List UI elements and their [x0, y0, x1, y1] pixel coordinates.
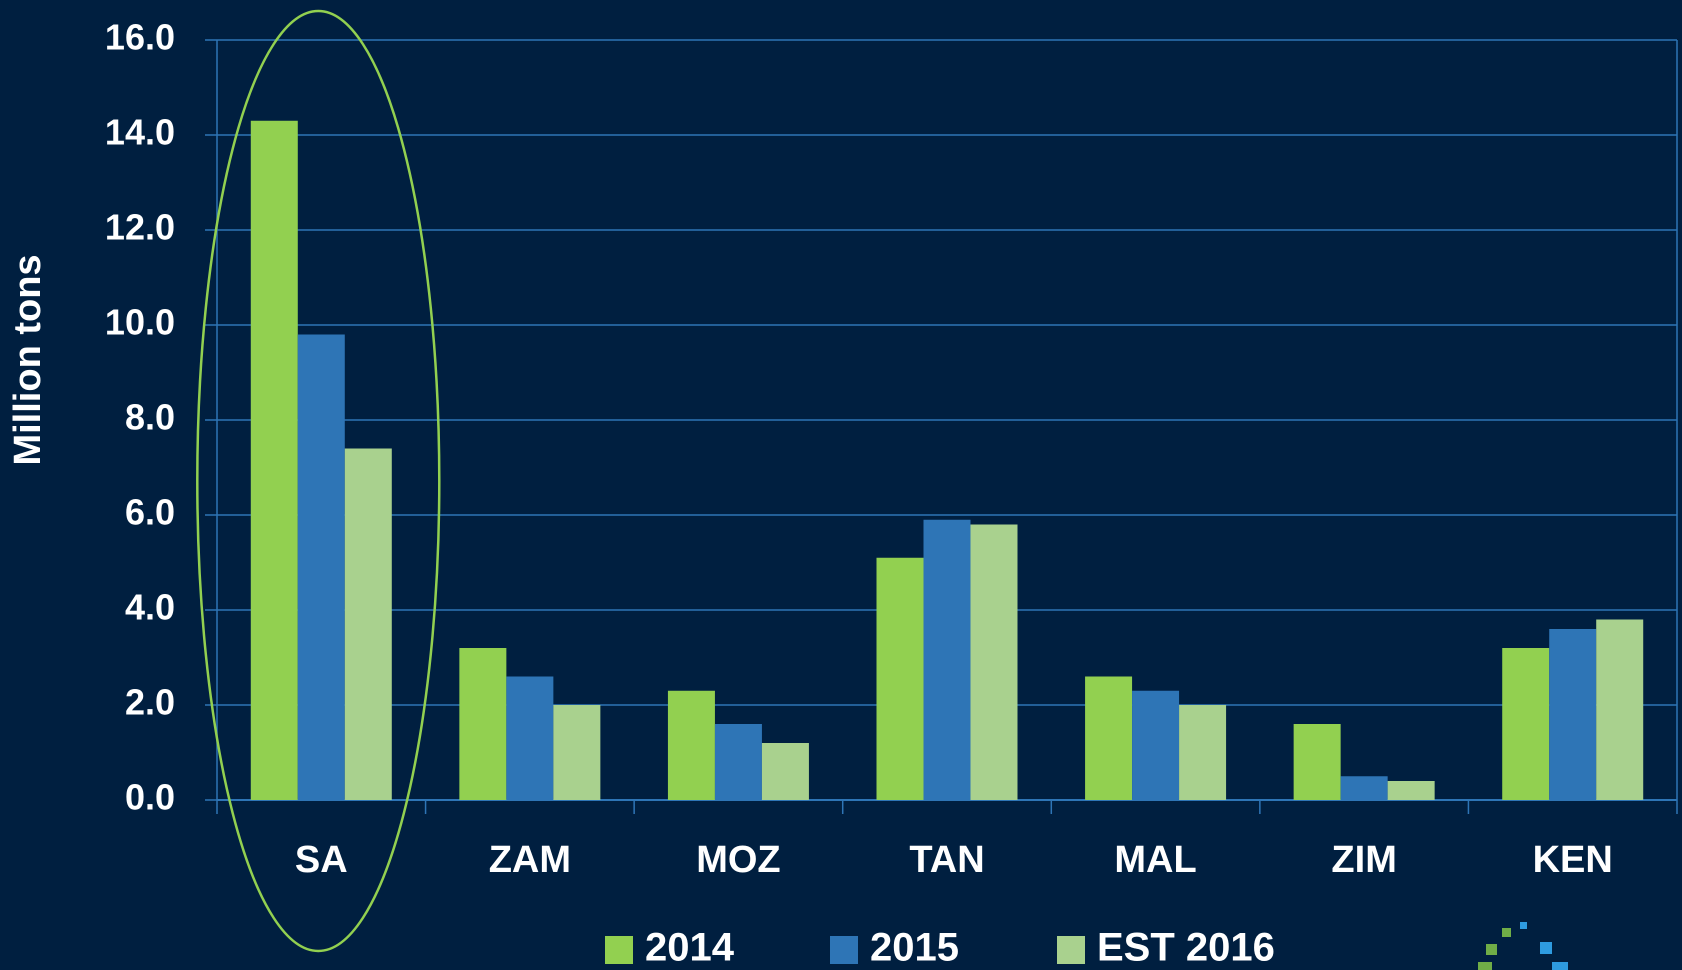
x-tick-label: SA — [295, 839, 348, 881]
y-tick-label: 8.0 — [125, 397, 175, 438]
legend-label: 2014 — [645, 926, 735, 970]
x-tick-label: TAN — [909, 839, 984, 881]
bar — [1340, 776, 1388, 800]
bar — [667, 690, 715, 800]
legend-label: EST 2016 — [1097, 926, 1275, 970]
bar — [1596, 619, 1644, 800]
x-tick-label: ZIM — [1331, 839, 1396, 881]
bar — [344, 448, 392, 800]
y-tick-label: 14.0 — [105, 112, 175, 153]
y-tick-label: 0.0 — [125, 777, 175, 818]
bar — [1293, 724, 1341, 800]
y-tick-label: 16.0 — [105, 17, 175, 58]
x-tick-label: MAL — [1114, 839, 1196, 881]
x-tick-label: MOZ — [696, 839, 780, 881]
bar — [923, 519, 971, 800]
y-tick-label: 6.0 — [125, 492, 175, 533]
y-tick-label: 12.0 — [105, 207, 175, 248]
bar — [714, 724, 762, 800]
bar — [1132, 690, 1180, 800]
legend-swatch — [605, 936, 633, 964]
bar — [876, 557, 924, 800]
y-axis-title: Million tons — [7, 254, 49, 465]
bar — [761, 743, 809, 800]
logo — [1478, 922, 1568, 970]
bar — [250, 120, 298, 800]
bar — [1387, 781, 1435, 800]
bar — [506, 676, 554, 800]
x-tick-label: KEN — [1533, 839, 1613, 881]
bar — [1179, 705, 1227, 800]
y-tick-label: 10.0 — [105, 302, 175, 343]
legend-swatch — [830, 936, 858, 964]
bar — [459, 648, 507, 800]
bar — [553, 705, 601, 800]
bar — [970, 524, 1018, 800]
legend-label: 2015 — [870, 926, 959, 970]
y-tick-label: 2.0 — [125, 682, 175, 723]
bar — [1502, 648, 1550, 800]
legend-swatch — [1057, 936, 1085, 964]
bar — [297, 334, 345, 800]
x-tick-label: ZAM — [489, 839, 571, 881]
highlight-ellipse — [196, 9, 441, 953]
bar — [1085, 676, 1133, 800]
bar — [1549, 629, 1597, 800]
y-tick-label: 4.0 — [125, 587, 175, 628]
